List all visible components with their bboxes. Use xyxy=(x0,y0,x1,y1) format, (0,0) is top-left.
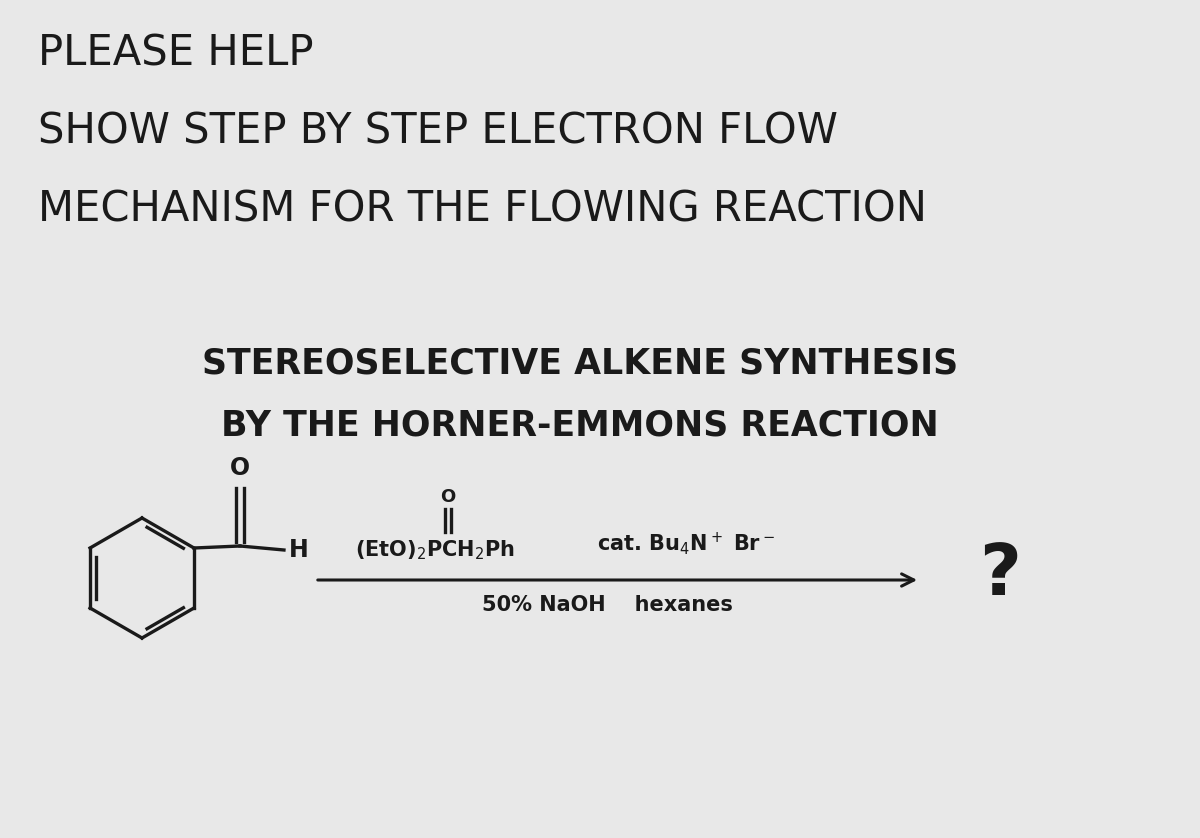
Text: cat. Bu$_4$N$^+$ Br$^-$: cat. Bu$_4$N$^+$ Br$^-$ xyxy=(598,530,775,557)
Text: H: H xyxy=(289,538,308,562)
Text: STEREOSELECTIVE ALKENE SYNTHESIS: STEREOSELECTIVE ALKENE SYNTHESIS xyxy=(202,346,958,380)
Text: (EtO)$_2$PCH$_2$Ph: (EtO)$_2$PCH$_2$Ph xyxy=(355,538,515,562)
Text: O: O xyxy=(230,456,250,480)
Text: O: O xyxy=(440,488,456,506)
Text: ?: ? xyxy=(979,541,1021,609)
Text: 50% NaOH    hexanes: 50% NaOH hexanes xyxy=(482,595,733,615)
Text: SHOW STEP BY STEP ELECTRON FLOW: SHOW STEP BY STEP ELECTRON FLOW xyxy=(38,111,838,153)
Text: PLEASE HELP: PLEASE HELP xyxy=(38,33,313,75)
Text: MECHANISM FOR THE FLOWING REACTION: MECHANISM FOR THE FLOWING REACTION xyxy=(38,189,926,231)
Text: BY THE HORNER-EMMONS REACTION: BY THE HORNER-EMMONS REACTION xyxy=(221,408,938,442)
